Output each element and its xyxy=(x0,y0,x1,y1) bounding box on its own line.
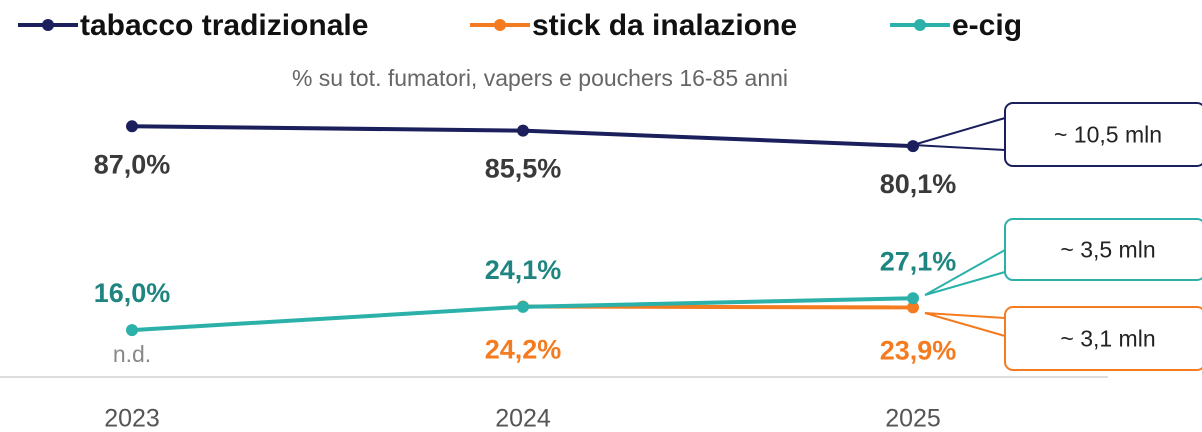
callout-box xyxy=(1004,102,1202,167)
legend-dot xyxy=(494,19,506,31)
x-tick-label: 2024 xyxy=(495,405,551,432)
callout-text: ~ 10,5 mln xyxy=(1054,122,1162,148)
data-point xyxy=(126,324,138,337)
legend-label: tabacco tradizionale xyxy=(80,9,368,42)
legend-dot xyxy=(42,19,54,31)
x-tick-label: 2025 xyxy=(885,405,941,432)
x-tick-label: 2023 xyxy=(104,405,160,432)
legend-dot xyxy=(914,19,926,31)
data-label: 80,1% xyxy=(880,169,957,199)
data-point xyxy=(907,140,919,153)
legend-label: e-cig xyxy=(952,9,1022,42)
data-label: 87,0% xyxy=(94,149,171,179)
callout-text: ~ 3,5 mln xyxy=(1060,237,1155,263)
data-label: 24,1% xyxy=(485,255,562,285)
data-label: 23,9% xyxy=(880,336,957,366)
callout-text: ~ 3,1 mln xyxy=(1060,326,1155,352)
data-label: 24,2% xyxy=(485,335,562,365)
data-point xyxy=(517,124,529,137)
callout-pointer xyxy=(912,117,1006,151)
data-label: n.d. xyxy=(113,341,151,367)
data-label: 85,5% xyxy=(485,154,562,184)
callout-box xyxy=(1004,218,1202,281)
callout-pointer xyxy=(924,312,1006,337)
chart-subtitle: % su tot. fumatori, vapers e pouchers 16… xyxy=(292,65,788,91)
data-point xyxy=(907,292,919,305)
callout-box xyxy=(1004,306,1202,371)
data-point xyxy=(126,120,138,133)
data-point xyxy=(907,301,919,314)
callout-pointer xyxy=(924,249,1006,296)
legend-label: stick da inalazione xyxy=(532,9,797,42)
data-label: 27,1% xyxy=(880,246,957,276)
data-point xyxy=(517,300,529,313)
data-label: 16,0% xyxy=(94,278,171,308)
